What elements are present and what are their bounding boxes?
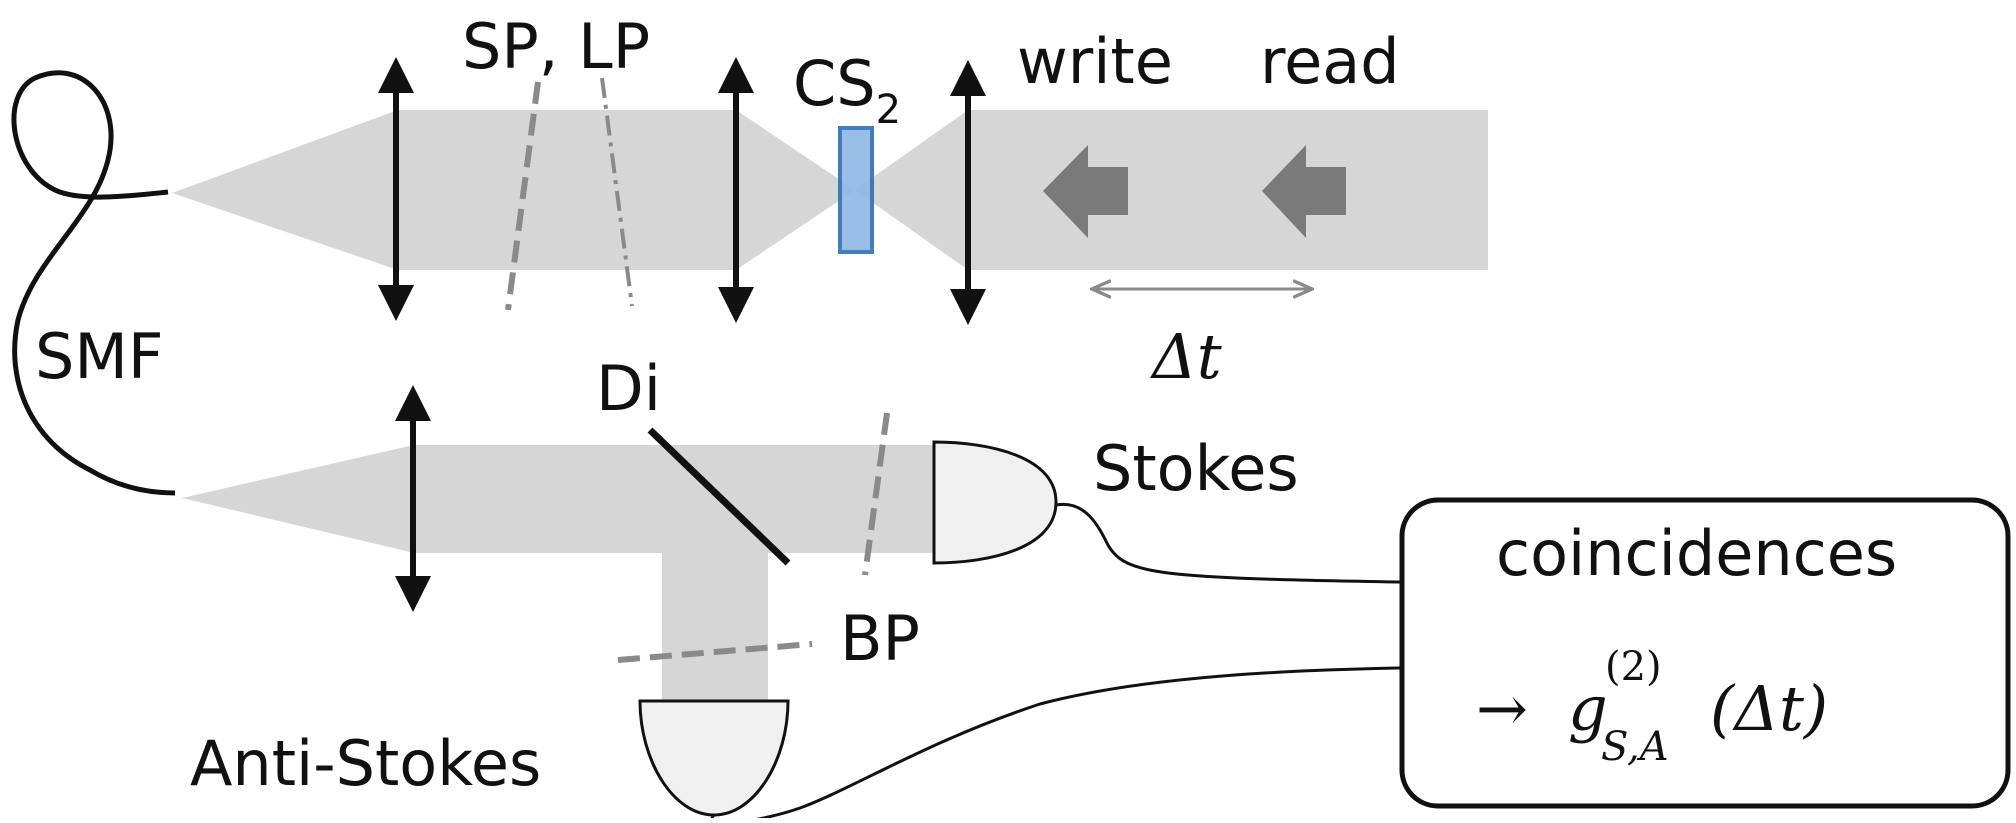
bp-filter-stokes: [862, 412, 890, 576]
single-mode-fiber: [11, 70, 176, 496]
anti-stokes-detector: [638, 699, 790, 817]
smf-label: SMF: [35, 320, 164, 393]
cs2-crystal: [838, 126, 874, 254]
focus-cone-right: [855, 110, 968, 270]
stokes-detector: [932, 440, 1058, 565]
formula-arrow: →: [1476, 672, 1528, 745]
write-pulse-arrow-icon: [1043, 145, 1128, 238]
anti-stokes-beam: [662, 553, 768, 701]
bp-filter-anti-stokes: [617, 641, 813, 663]
read-label: read: [1260, 25, 1400, 98]
stokes-label: Stokes: [1093, 432, 1299, 505]
cs2-main: CS: [793, 47, 876, 120]
formula-g: g: [1568, 672, 1608, 745]
bp-label: BP: [840, 602, 920, 675]
anti-stokes-cable: [710, 666, 1401, 823]
coincidences-label: coincidences: [1496, 517, 1897, 590]
upper-beam-cone: [172, 110, 398, 270]
sp-filter: [505, 81, 541, 311]
formula-argument: (Δt): [1710, 672, 1828, 745]
coincidence-box: [1399, 497, 2011, 809]
lower-beam-collimated: [414, 445, 934, 553]
upper-beam-collimated: [398, 110, 736, 270]
focus-cone-left: [736, 110, 855, 270]
read-pulse-arrow-icon: [1262, 145, 1346, 238]
lp-filter: [600, 77, 634, 307]
cs2-subscript: 2: [876, 87, 901, 133]
write-label: write: [1017, 25, 1173, 98]
formula-subscript: S,A: [1601, 724, 1669, 770]
dichroic-mirror: [647, 427, 791, 566]
formula-superscript: (2): [1605, 644, 1662, 690]
delta-t-label: Δt: [1150, 320, 1222, 393]
lower-beam-cone: [182, 445, 414, 553]
cs2-label: CS2: [793, 47, 901, 133]
anti-stokes-label: Anti-Stokes: [190, 727, 541, 800]
sp-lp-label: SP, LP: [462, 10, 650, 83]
stokes-cable: [1055, 502, 1401, 584]
di-label: Di: [596, 352, 661, 425]
